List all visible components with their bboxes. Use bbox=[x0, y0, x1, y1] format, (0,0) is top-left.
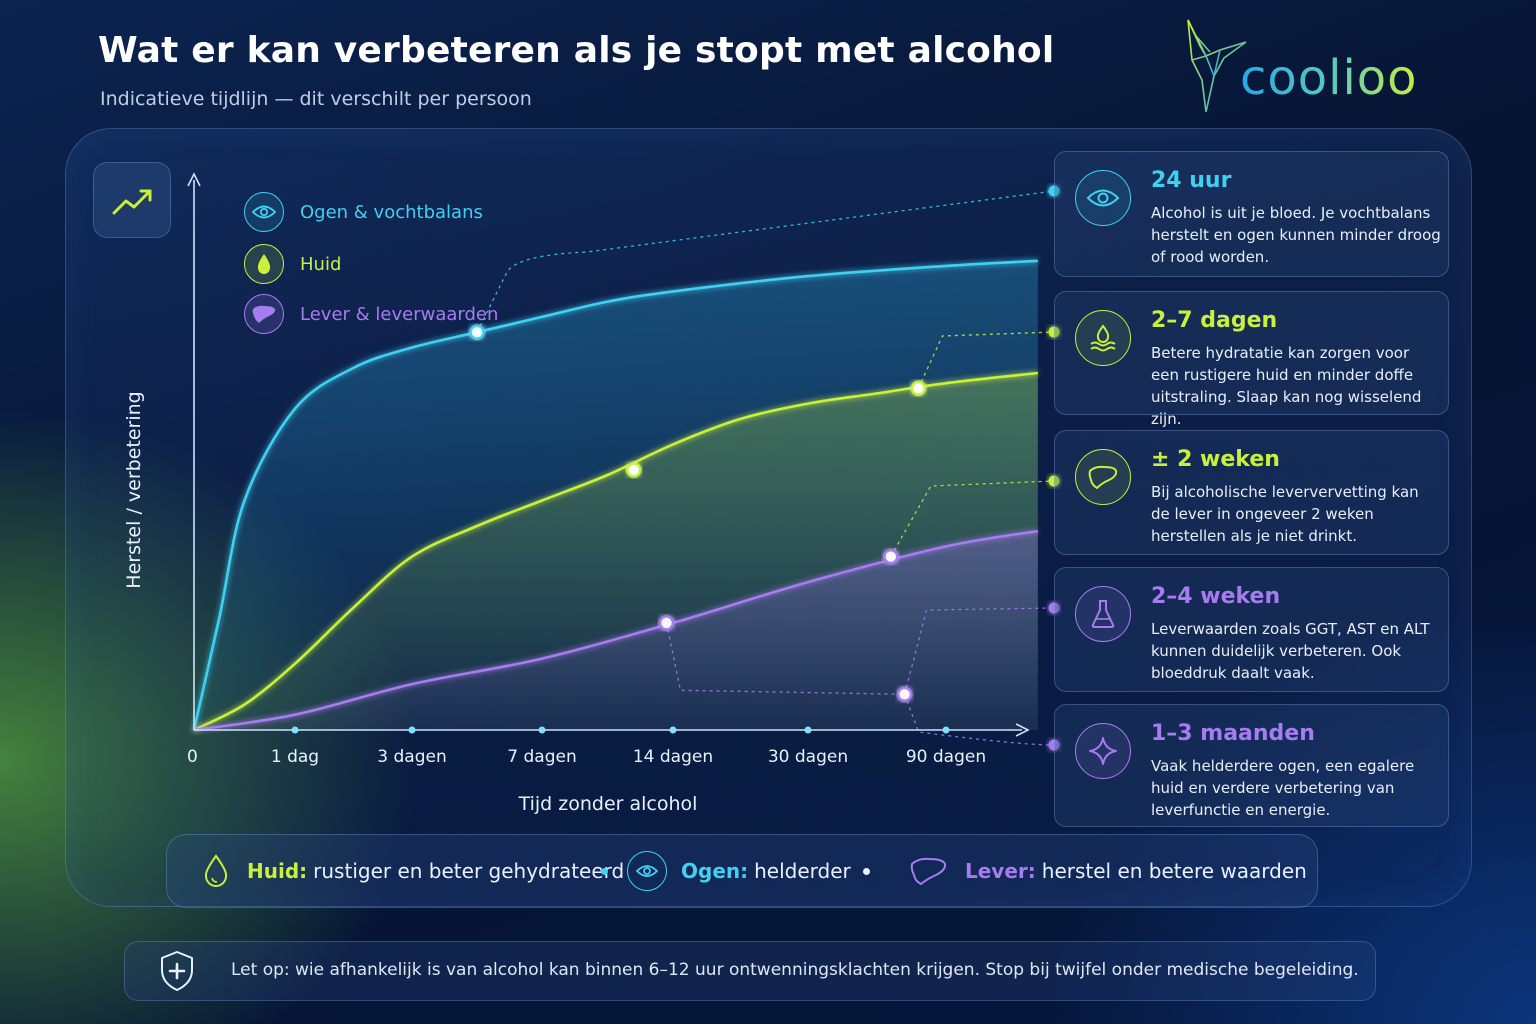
card-title: 2–4 weken bbox=[1151, 584, 1281, 609]
x-tick-label: 3 dagen bbox=[377, 747, 446, 767]
brand-name: coolioo bbox=[1240, 50, 1418, 106]
card-title: ± 2 weken bbox=[1151, 447, 1280, 472]
x-tick-dot bbox=[804, 726, 812, 734]
card-anchor-dot-4 bbox=[1048, 602, 1060, 614]
drop-icon bbox=[244, 244, 284, 284]
card-anchor-dot-3 bbox=[1048, 475, 1060, 487]
x-tick-label: 14 dagen bbox=[633, 747, 713, 767]
card-title: 1–3 maanden bbox=[1151, 721, 1315, 746]
summary-label-liver: Lever: bbox=[965, 859, 1036, 883]
legend-item-eyes: Ogen & vochtbalans bbox=[244, 192, 483, 232]
summary-item-eyes: Ogen: helderder bbox=[627, 835, 851, 907]
x-axis-label: Tijd zonder alcohol bbox=[518, 793, 698, 815]
data-point-skin-1 bbox=[625, 462, 642, 478]
card-title: 24 uur bbox=[1151, 168, 1232, 193]
card-anchor-dot-2 bbox=[1048, 326, 1060, 338]
timeline-card-2-7-days: 2–7 dagen Betere hydratatie kan zorgen v… bbox=[1054, 291, 1449, 428]
series-line-skin bbox=[193, 371, 1038, 732]
connector-line-1 bbox=[476, 190, 1055, 333]
x-axis-arrow bbox=[1015, 723, 1030, 737]
liver-icon bbox=[244, 294, 284, 334]
y-axis-label: Herstel / verbetering bbox=[123, 391, 145, 588]
summary-item-liver: Lever: herstel en betere waarden bbox=[909, 835, 1307, 907]
timeline-card-2-weeks: ± 2 weken Bij alcoholische leververvetti… bbox=[1054, 430, 1449, 555]
summary-bar: Huid: rustiger en beter gehydrateerd Oge… bbox=[166, 834, 1318, 908]
card-text: Betere hydratatie kan zorgen voor een ru… bbox=[1151, 344, 1422, 428]
legend-item-skin: Huid bbox=[244, 244, 341, 284]
x-tick-dot bbox=[408, 726, 416, 734]
legend-label-eyes: Ogen & vochtbalans bbox=[300, 201, 483, 223]
brand-logo: coolioo bbox=[1180, 16, 1480, 116]
eye-icon bbox=[244, 192, 284, 232]
legend-label-skin: Huid bbox=[300, 253, 342, 275]
eye-icon bbox=[1075, 170, 1131, 226]
separator-dot bbox=[863, 868, 870, 875]
warning-note: Let op: wie afhankelijk is van alcohol k… bbox=[124, 941, 1376, 1001]
connector-line-2 bbox=[917, 331, 1055, 389]
x-tick-label: 0 bbox=[187, 747, 198, 767]
liver-icon bbox=[1075, 449, 1131, 505]
card-anchor-dot-5 bbox=[1048, 739, 1060, 751]
connector-line-3 bbox=[890, 480, 1055, 557]
card-anchor-dot-1 bbox=[1048, 185, 1060, 197]
summary-label-eyes: Ogen: bbox=[681, 859, 749, 883]
warning-text: Let op: wie afhankelijk is van alcohol k… bbox=[231, 960, 1359, 980]
legend-item-liver: Lever & leverwaarden bbox=[244, 294, 498, 334]
connector-line-4 bbox=[665, 622, 905, 695]
data-point-liver-3 bbox=[896, 686, 913, 703]
drop-icon bbox=[204, 854, 228, 887]
summary-label-skin: Huid: bbox=[247, 859, 308, 883]
summary-text-eyes: helderder bbox=[754, 859, 851, 883]
series-line-liver bbox=[193, 529, 1039, 732]
timeline-card-2-4-weeks: 2–4 weken Leverwaarden zoals GGT, AST en… bbox=[1054, 567, 1449, 692]
data-point-eyes-1 bbox=[469, 324, 485, 340]
card-text: Bij alcoholische leververvetting kan de … bbox=[1151, 483, 1419, 545]
water-drop-icon bbox=[1075, 310, 1131, 366]
x-tick-label: 90 dagen bbox=[906, 747, 986, 767]
page-subtitle: Indicatieve tijdlijn — dit verschilt per… bbox=[100, 88, 532, 110]
x-tick-label: 30 dagen bbox=[768, 747, 848, 767]
card-text: Alcohol is uit je bloed. Je vochtbalans … bbox=[1151, 204, 1441, 266]
summary-item-skin: Huid: rustiger en beter gehydrateerd bbox=[203, 835, 624, 907]
x-tick-label: 7 dagen bbox=[507, 747, 576, 767]
x-tick-dot bbox=[291, 726, 299, 734]
liver-icon bbox=[910, 857, 947, 886]
timeline-card-24h: 24 uur Alcohol is uit je bloed. Je vocht… bbox=[1054, 151, 1449, 277]
page-title: Wat er kan verbeteren als je stopt met a… bbox=[98, 30, 1055, 71]
sparkle-icon bbox=[1075, 723, 1131, 779]
x-tick-label: 1 dag bbox=[271, 747, 319, 767]
x-tick-dot bbox=[669, 726, 677, 734]
trending-up-icon bbox=[112, 189, 152, 215]
connector-line-5 bbox=[903, 607, 1055, 695]
card-text: Vaak helderdere ogen, een egalere huid e… bbox=[1151, 757, 1415, 819]
timeline-card-1-3-months: 1–3 maanden Vaak helderdere ogen, een eg… bbox=[1054, 704, 1449, 827]
hummingbird-logo-icon bbox=[1187, 19, 1247, 113]
area-liver bbox=[194, 531, 1038, 730]
x-tick-dot bbox=[538, 726, 546, 734]
data-point-skin-2 bbox=[910, 380, 927, 397]
data-point-liver-1 bbox=[658, 615, 675, 631]
y-axis-arrow bbox=[187, 172, 201, 187]
x-tick-dot bbox=[942, 726, 950, 734]
separator-dot bbox=[601, 868, 608, 875]
summary-text-liver: herstel en betere waarden bbox=[1041, 859, 1307, 883]
shield-plus-icon bbox=[161, 951, 193, 991]
legend-label-liver: Lever & leverwaarden bbox=[300, 303, 499, 325]
eye-icon bbox=[627, 851, 667, 891]
card-title: 2–7 dagen bbox=[1151, 308, 1278, 333]
data-point-liver-2 bbox=[883, 548, 899, 565]
card-text: Leverwaarden zoals GGT, AST en ALT kunne… bbox=[1151, 620, 1430, 682]
trend-badge bbox=[93, 162, 171, 238]
connector-line-6 bbox=[903, 694, 1055, 746]
flask-icon bbox=[1075, 586, 1131, 642]
summary-text-skin: rustiger en beter gehydrateerd bbox=[313, 859, 625, 883]
